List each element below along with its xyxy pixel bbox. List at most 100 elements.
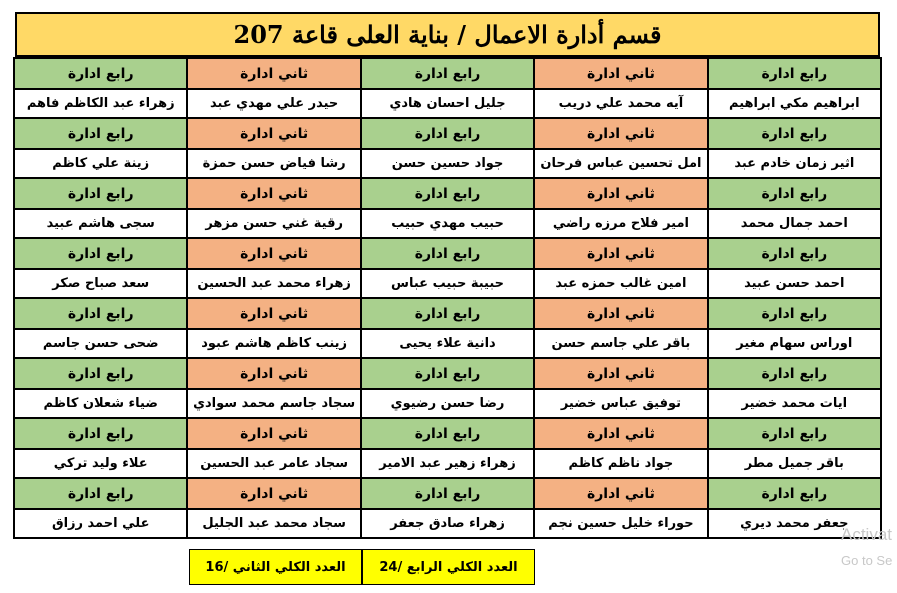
level-cell: رابع ادارة	[359, 357, 536, 390]
student-name-cell: توفيق عباس خضير	[533, 388, 709, 419]
student-name-cell: احمد حسن عبيد	[706, 268, 883, 299]
student-name-cell: حيدر علي مهدي عبد	[186, 88, 362, 119]
student-name-cell: سجاد عامر عبد الحسين	[186, 448, 362, 479]
level-cell: ثاني ادارة	[186, 57, 362, 90]
level-cell: رابع ادارة	[706, 237, 883, 270]
names-row: باقر جميل مطر جواد ناظم كاظم زهراء زهير عب…	[12, 448, 883, 479]
student-name-cell: علاء وليد تركي	[12, 448, 189, 479]
student-name-cell: آيه محمد علي دريب	[533, 88, 709, 119]
names-row: اوراس سهام مغير باقر علي جاسم حسن دانية عل…	[12, 328, 883, 359]
total-second: العدد الكلي الثاني /16	[189, 549, 362, 585]
level-cell: رابع ادارة	[12, 117, 189, 150]
level-cell: رابع ادارة	[359, 237, 536, 270]
header-row: رابع ادارة ثاني ادارة رابع ادارة ثاني ادارة…	[12, 477, 883, 510]
level-cell: رابع ادارة	[12, 477, 189, 510]
seating-table: رابع ادارة ثاني ادارة رابع ادارة ثاني ادارة…	[12, 57, 883, 539]
level-cell: ثاني ادارة	[186, 357, 362, 390]
level-cell: رابع ادارة	[12, 417, 189, 450]
seating-sheet: قسم أدارة الاعمال / بناية العلى قاعة 207…	[12, 12, 883, 539]
student-name-cell: زينة علي كاظم	[12, 148, 189, 179]
level-cell: ثاني ادارة	[186, 417, 362, 450]
student-name-cell: رشا فياض حسن حمزة	[186, 148, 362, 179]
student-name-cell: جواد حسين حسن	[359, 148, 536, 179]
student-name-cell: رضا حسن رضيوي	[359, 388, 536, 419]
student-name-cell: زهراء صادق جعفر	[359, 508, 536, 539]
student-name-cell: سجاد محمد عبد الجليل	[186, 508, 362, 539]
student-name-cell: سجى هاشم عبيد	[12, 208, 189, 239]
level-cell: رابع ادارة	[706, 417, 883, 450]
level-cell: رابع ادارة	[359, 417, 536, 450]
student-name-cell: امير فلاح مرزه راضي	[533, 208, 709, 239]
level-cell: رابع ادارة	[706, 57, 883, 90]
level-cell: ثاني ادارة	[533, 117, 709, 150]
header-row: رابع ادارة ثاني ادارة رابع ادارة ثاني ادارة…	[12, 57, 883, 90]
student-name-cell: رقية غني حسن مزهر	[186, 208, 362, 239]
student-name-cell: امل تحسين عباس فرحان	[533, 148, 709, 179]
names-row: اثير زمان خادم عبد امل تحسين عباس فرحان جو…	[12, 148, 883, 179]
level-cell: رابع ادارة	[12, 297, 189, 330]
student-name-cell: ايات محمد خضير	[706, 388, 883, 419]
level-cell: رابع ادارة	[12, 357, 189, 390]
level-cell: رابع ادارة	[706, 357, 883, 390]
header-row: رابع ادارة ثاني ادارة رابع ادارة ثاني ادارة…	[12, 117, 883, 150]
student-name-cell: حوراء خليل حسين نجم	[533, 508, 709, 539]
level-cell: ثاني ادارة	[533, 177, 709, 210]
level-cell: رابع ادارة	[359, 57, 536, 90]
student-name-cell: زهراء محمد عبد الحسين	[186, 268, 362, 299]
level-cell: ثاني ادارة	[533, 57, 709, 90]
level-cell: ثاني ادارة	[186, 237, 362, 270]
level-cell: ثاني ادارة	[533, 477, 709, 510]
sheet-title: قسم أدارة الاعمال / بناية العلى قاعة 207	[15, 12, 880, 57]
student-name-cell: سجاد جاسم محمد سوادي	[186, 388, 362, 419]
level-cell: رابع ادارة	[359, 477, 536, 510]
student-name-cell: جواد ناظم كاظم	[533, 448, 709, 479]
names-row: احمد حسن عبيد امين غالب حمزه عبد حبيبة حبي…	[12, 268, 883, 299]
student-name-cell: باقر علي جاسم حسن	[533, 328, 709, 359]
level-cell: رابع ادارة	[706, 177, 883, 210]
names-row: ابراهيم مكي ابراهيم آيه محمد علي دريب جليل…	[12, 88, 883, 119]
level-cell: رابع ادارة	[359, 297, 536, 330]
level-cell: رابع ادارة	[706, 117, 883, 150]
level-cell: ثاني ادارة	[186, 477, 362, 510]
student-name-cell: ضياء شعلان كاظم	[12, 388, 189, 419]
student-name-cell: اوراس سهام مغير	[706, 328, 883, 359]
student-name-cell: دانية علاء يحيى	[359, 328, 536, 359]
activation-watermark-line2: Go to Se	[841, 553, 893, 568]
student-name-cell: ابراهيم مكي ابراهيم	[706, 88, 883, 119]
student-name-cell: امين غالب حمزه عبد	[533, 268, 709, 299]
level-cell: ثاني ادارة	[186, 117, 362, 150]
level-cell: ثاني ادارة	[533, 237, 709, 270]
student-name-cell: زينب كاظم هاشم عبود	[186, 328, 362, 359]
student-name-cell: جعفر محمد ديري	[706, 508, 883, 539]
names-row: جعفر محمد ديري حوراء خليل حسين نجم زهراء ص…	[12, 508, 883, 539]
student-name-cell: ضحى حسن جاسم	[12, 328, 189, 359]
level-cell: رابع ادارة	[706, 297, 883, 330]
level-cell: رابع ادارة	[359, 117, 536, 150]
student-name-cell: اثير زمان خادم عبد	[706, 148, 883, 179]
header-row: رابع ادارة ثاني ادارة رابع ادارة ثاني ادارة…	[12, 237, 883, 270]
level-cell: رابع ادارة	[12, 237, 189, 270]
student-name-cell: سعد صباح صكر	[12, 268, 189, 299]
student-name-cell: زهراء عبد الكاظم فاهم	[12, 88, 189, 119]
student-name-cell: جليل احسان هادي	[359, 88, 536, 119]
header-row: رابع ادارة ثاني ادارة رابع ادارة ثاني ادارة…	[12, 417, 883, 450]
header-row: رابع ادارة ثاني ادارة رابع ادارة ثاني ادارة…	[12, 177, 883, 210]
names-row: ايات محمد خضير توفيق عباس خضير رضا حسن رضي…	[12, 388, 883, 419]
level-cell: ثاني ادارة	[186, 177, 362, 210]
level-cell: ثاني ادارة	[186, 297, 362, 330]
level-cell: رابع ادارة	[706, 477, 883, 510]
names-row: احمد جمال محمد امير فلاح مرزه راضي حبيب مه…	[12, 208, 883, 239]
student-name-cell: حبيب مهدي حبيب	[359, 208, 536, 239]
level-cell: ثاني ادارة	[533, 297, 709, 330]
student-name-cell: باقر جميل مطر	[706, 448, 883, 479]
level-cell: رابع ادارة	[12, 177, 189, 210]
activation-watermark-line1: Activat	[841, 525, 893, 544]
level-cell: ثاني ادارة	[533, 357, 709, 390]
student-name-cell: زهراء زهير عبد الامير	[359, 448, 536, 479]
level-cell: رابع ادارة	[359, 177, 536, 210]
total-fourth: العدد الكلي الرابع /24	[362, 549, 535, 585]
level-cell: رابع ادارة	[12, 57, 189, 90]
header-row: رابع ادارة ثاني ادارة رابع ادارة ثاني ادارة…	[12, 357, 883, 390]
student-name-cell: علي احمد رزاق	[12, 508, 189, 539]
totals-row: العدد الكلي الثاني /16 العدد الكلي الراب…	[189, 549, 535, 585]
